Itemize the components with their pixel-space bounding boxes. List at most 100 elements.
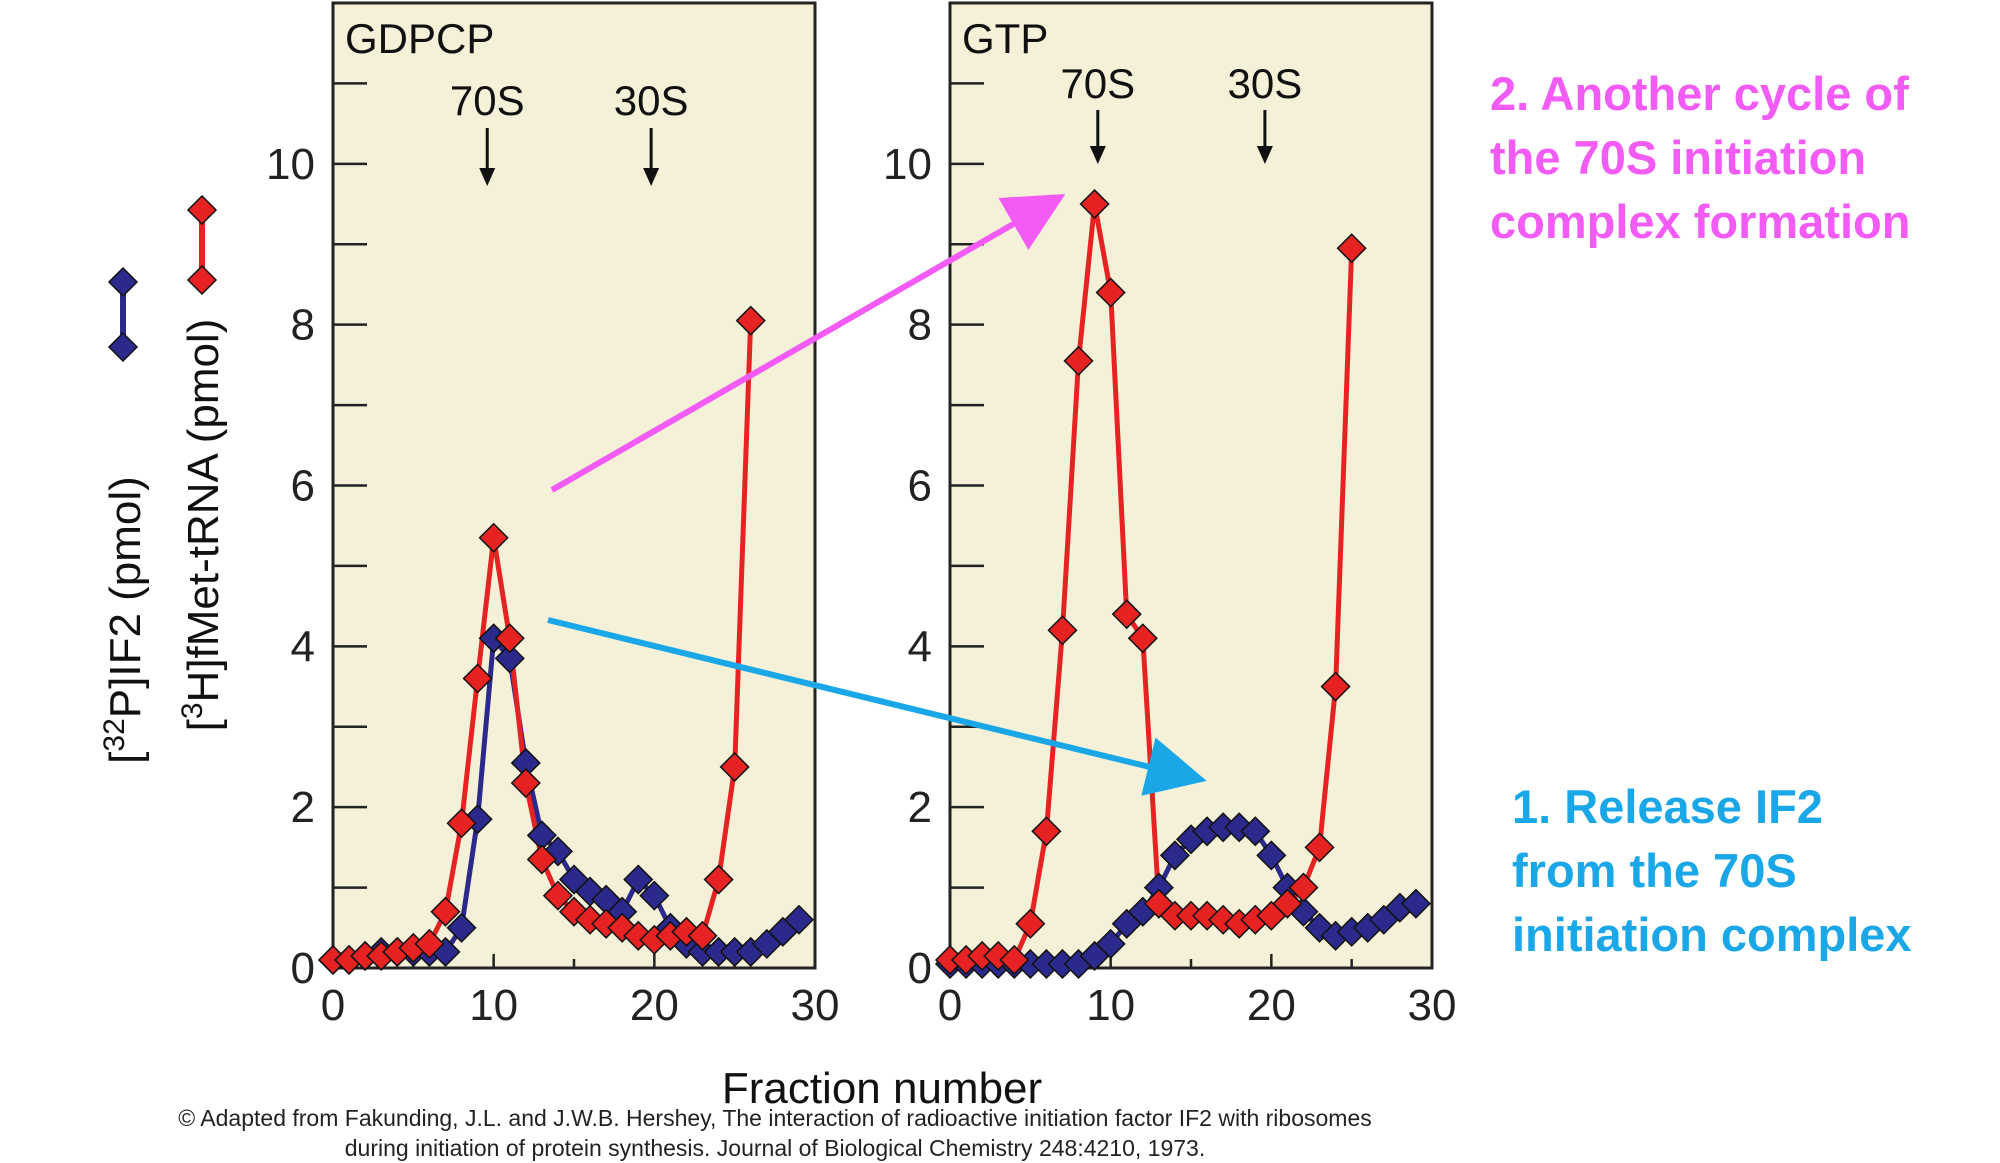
data-point-fmet-trna (735, 305, 766, 336)
x-tick-label: 0 (938, 981, 962, 1030)
y-tick-label: 6 (291, 462, 315, 511)
y-tick-label: 6 (908, 462, 932, 511)
data-point-fmet-trna (462, 663, 493, 694)
sedimentation-arrow-head (1256, 146, 1273, 164)
data-point-fmet-trna (478, 522, 509, 553)
annotation-arrow-another-cycle (550, 194, 1066, 493)
sedimentation-marker-label: 70S (1060, 60, 1135, 107)
plot-area (948, 1, 1434, 970)
data-point-fmet-trna (703, 864, 734, 895)
data-point-if2 (494, 643, 525, 674)
citation-line: © Adapted from Fakunding, J.L. and J.W.B… (178, 1105, 1372, 1131)
data-point-fmet-trna (446, 808, 477, 839)
if2-legend-marker (107, 331, 139, 363)
fmet-trna-legend-marker (186, 264, 218, 296)
sedimentation-marker-label: 30S (614, 77, 689, 124)
axis-label-superscript: 3 (176, 702, 209, 719)
data-point-fmet-trna (414, 928, 445, 959)
panel-title: GTP (962, 15, 1048, 62)
y-tick-label: 4 (908, 622, 932, 671)
y-tick-label: 0 (291, 944, 315, 993)
x-tick-label: 30 (1408, 981, 1457, 1030)
x-tick-label: 30 (791, 981, 840, 1030)
fmet-trna-legend-marker (186, 194, 218, 226)
annotation-another-cycle: 2. Another cycle of the 70S initiation c… (1490, 62, 1990, 254)
data-point-fmet-trna (1288, 872, 1319, 903)
axis-label-part: [ (179, 719, 228, 731)
annotation-line: 1. Release IF2 (1512, 780, 1823, 833)
annotation-arrow-release-if2 (547, 617, 1207, 796)
data-point-fmet-trna (719, 751, 750, 783)
annotation-line: complex formation (1490, 195, 1911, 248)
data-point-fmet-trna (575, 904, 606, 935)
chart-panel-2: 0 2 4 6 8 10 0 10 20 30 GTP 70S 30S (883, 1, 1457, 1030)
data-point-fmet-trna (430, 896, 461, 927)
data-point-fmet-trna (607, 912, 638, 943)
data-point-fmet-trna (623, 920, 654, 951)
citation: © Adapted from Fakunding, J.L. and J.W.B… (60, 1103, 1490, 1163)
y-tick-label: 8 (291, 301, 315, 350)
sedimentation-arrow-head (643, 168, 660, 186)
annotation-line: 2. Another cycle of (1490, 67, 1909, 120)
data-point-fmet-trna (1143, 888, 1174, 919)
x-tick-label: 20 (630, 981, 679, 1030)
data-point-fmet-trna (510, 767, 541, 799)
data-point-fmet-trna (1127, 623, 1158, 654)
data-point-fmet-trna (1063, 345, 1094, 376)
data-point-if2 (783, 904, 814, 935)
data-point-fmet-trna (526, 844, 557, 875)
data-point-if2 (1256, 840, 1287, 871)
plot-area (331, 1, 817, 970)
axis-label-part: P]IF2 (pmol) (101, 476, 150, 718)
if2-legend-marker (107, 266, 139, 298)
data-point-if2 (1400, 888, 1431, 919)
data-point-if2 (1159, 840, 1190, 871)
data-point-fmet-trna (1192, 900, 1223, 931)
x-tick-label: 20 (1247, 981, 1296, 1030)
data-point-if2 (1240, 816, 1271, 847)
sedimentation-marker-label: 30S (1228, 60, 1303, 107)
data-point-fmet-trna (999, 944, 1030, 976)
citation-line: during initiation of protein synthesis. … (344, 1135, 1206, 1161)
data-point-fmet-trna (671, 916, 702, 947)
data-point-fmet-trna (1272, 888, 1303, 919)
panel-title: GDPCP (345, 15, 494, 62)
data-point-fmet-trna (983, 940, 1014, 971)
annotation-line: initiation complex (1512, 908, 1912, 961)
y-tick-label: 0 (908, 944, 932, 993)
data-point-fmet-trna (1336, 233, 1367, 264)
axis-label-part: [ (101, 752, 150, 764)
annotation-line: the 70S initiation (1490, 131, 1867, 184)
data-point-if2 (1095, 928, 1126, 959)
x-axis-label: Fraction number (722, 1064, 1042, 1113)
data-point-fmet-trna (1111, 599, 1142, 630)
data-point-fmet-trna (687, 920, 718, 951)
y-tick-label: 4 (291, 622, 315, 671)
data-point-if2 (1224, 812, 1255, 843)
data-point-fmet-trna (1304, 832, 1335, 863)
y-axis-label-if2: [32P]IF2 (pmol) (98, 476, 151, 764)
x-tick-label: 10 (469, 981, 518, 1030)
annotation-release-if2: 1. Release IF2 from the 70S initiation c… (1512, 775, 1992, 967)
chart-panel-1: 0 2 4 6 8 10 0 10 20 30 GDPCP 70S 30S (266, 1, 840, 1030)
axis-label-superscript: 32 (98, 718, 131, 751)
y-axis-label-fmet-trna: [3H]fMet-tRNA (pmol) (176, 319, 229, 732)
annotation-line: from the 70S (1512, 844, 1797, 897)
data-point-fmet-trna (494, 623, 525, 654)
data-point-fmet-trna (1320, 671, 1351, 702)
data-point-fmet-trna (1031, 816, 1062, 847)
data-point-if2 (623, 864, 654, 895)
data-point-fmet-trna (542, 880, 573, 911)
y-tick-label: 2 (908, 783, 932, 832)
y-tick-label: 10 (266, 140, 315, 189)
data-point-if2 (639, 880, 670, 911)
y-tick-label: 10 (883, 140, 932, 189)
sedimentation-arrow-head (1089, 146, 1106, 164)
sedimentation-marker-label: 70S (450, 77, 525, 124)
data-point-if2 (542, 836, 573, 867)
y-tick-label: 2 (291, 783, 315, 832)
data-point-fmet-trna (1047, 615, 1078, 646)
y-tick-label: 8 (908, 301, 932, 350)
data-point-fmet-trna (1079, 188, 1110, 220)
